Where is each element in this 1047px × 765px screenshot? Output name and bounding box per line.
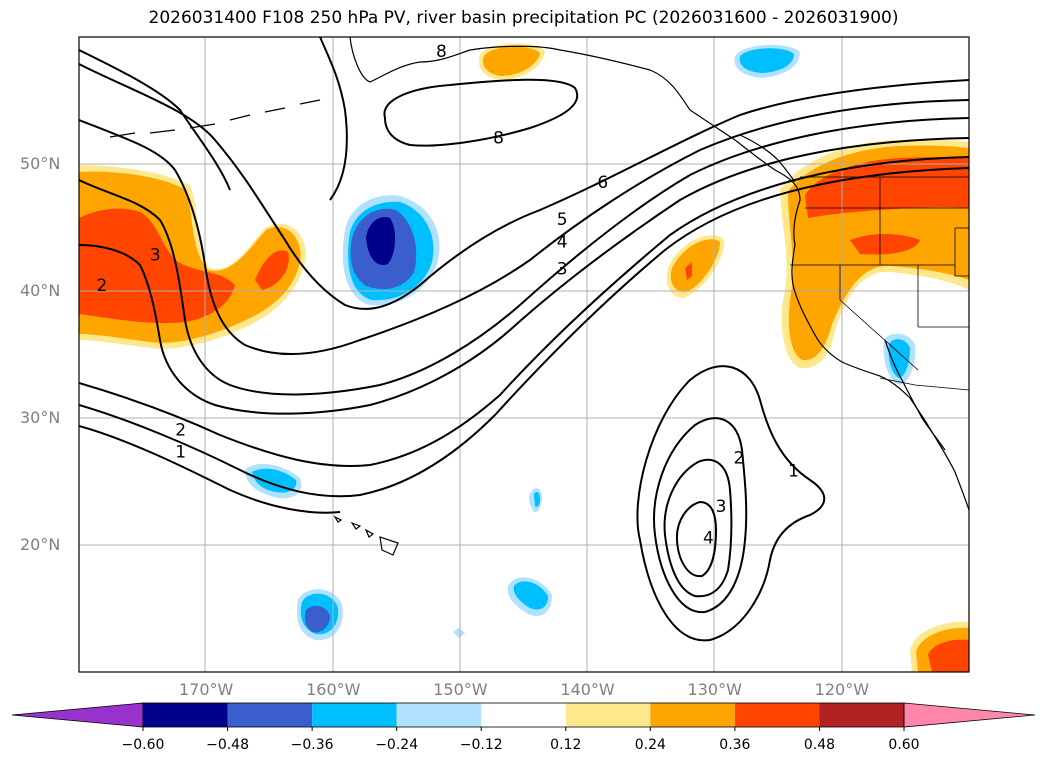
contour-2-south (653, 417, 748, 614)
plot-area (79, 37, 969, 672)
colorbar-tick-label: 0.48 (803, 737, 836, 753)
lon-label: 150°W (433, 680, 488, 699)
colorbar-box (734, 703, 820, 727)
contour-label: 6 (597, 173, 608, 193)
contour-1b (79, 425, 341, 514)
colorbar-tick-label: 0.12 (550, 737, 582, 753)
shade-positive-coast-red (805, 157, 969, 218)
colorbar-box (650, 703, 735, 727)
contour-label: 1 (175, 442, 186, 462)
colorbar-tick-label: −0.24 (375, 737, 419, 753)
contour-label: 3 (557, 259, 568, 279)
contour-label: 1 (788, 461, 799, 481)
lat-label: 40°N (20, 281, 61, 300)
contour-4 (79, 117, 969, 396)
shade-positive-coast-red2 (850, 234, 920, 255)
colorbar-tick-label: 0.24 (634, 737, 666, 753)
contour-8-west (79, 49, 231, 191)
colorbar-tick-label: 0.36 (719, 737, 751, 753)
plot-border (78, 36, 970, 673)
contour-1 (79, 167, 969, 498)
border-co-wy (954, 227, 969, 277)
contour-2 (79, 156, 969, 467)
lon-label: 140°W (560, 680, 615, 699)
shade-positive-west-red (79, 208, 235, 324)
colorbar-box (396, 703, 482, 727)
colorbar-tick-label: −0.60 (121, 737, 165, 753)
shade-negative-small-2c (304, 606, 330, 633)
contour-label: 4 (557, 233, 568, 253)
colorbar-box (143, 703, 228, 727)
contour-6 (79, 63, 969, 310)
contour-label: 8 (436, 42, 447, 62)
shade-negative-small-5 (453, 628, 465, 638)
contour-label: 2 (96, 276, 107, 296)
shade-negative-small-1b (252, 468, 297, 493)
contour-4-south (675, 500, 718, 578)
contour-8-north (319, 37, 348, 201)
lon-label: 160°W (306, 680, 361, 699)
colorbar (11, 702, 1036, 731)
shade-negative-small-4b (534, 492, 540, 507)
pv-contours (79, 37, 969, 642)
coastline-baja (884, 339, 946, 451)
shade-positive-mid-c (685, 262, 692, 280)
lon-label: 130°W (687, 680, 742, 699)
colorbar-tick-label: −0.48 (206, 737, 249, 753)
contour-label: 3 (716, 497, 727, 517)
contour-label: 4 (703, 529, 714, 549)
contour-1-south (636, 365, 826, 642)
lat-label: 20°N (20, 535, 61, 554)
political-borders (790, 176, 969, 391)
coastline-vancouver-island (739, 134, 796, 183)
colorbar-tick-label: 0.60 (888, 737, 920, 753)
colorbar-outline (142, 702, 905, 728)
lat-label: 50°N (20, 154, 61, 173)
colorbar-box (565, 703, 651, 727)
contour-8-closed (383, 78, 579, 147)
coastline-alaska-islands (109, 99, 321, 138)
colorbar-arrow-right (903, 702, 1036, 728)
coastline-north-america (349, 37, 969, 511)
contour-label: 2 (733, 449, 744, 469)
shade-negative-central-navy (366, 216, 396, 265)
contour-label: 2 (175, 421, 186, 441)
shade-positive-se-c (928, 639, 969, 672)
coastlines (109, 37, 969, 556)
contour-3 (79, 137, 969, 415)
lat-label: 30°N (20, 408, 61, 427)
gridlines (79, 37, 969, 672)
border-ca-nv (839, 265, 919, 371)
colorbar-box (227, 703, 313, 727)
precip-shading (79, 43, 969, 672)
colorbar-tick-label: −0.12 (459, 737, 503, 753)
shade-positive-north-b (482, 46, 540, 76)
lon-label: 170°W (178, 680, 234, 699)
shade-positive-west-red2 (255, 250, 289, 290)
map-title: 2026031400 F108 250 hPa PV, river basin … (148, 8, 899, 28)
contour-3-south (663, 458, 733, 598)
colorbar-box (819, 703, 904, 727)
colorbar-tick-label: −0.36 (290, 737, 334, 753)
lon-label: 120°W (814, 680, 870, 699)
contour-label: 5 (557, 210, 568, 230)
colorbar-box (481, 703, 566, 727)
contour-5 (79, 99, 969, 356)
colorbar-box (312, 703, 397, 727)
contour-label: 3 (150, 245, 161, 265)
colorbar-arrow-left (11, 702, 144, 728)
shade-positive-mid-b (670, 239, 720, 292)
contour-label: 8 (493, 129, 504, 149)
shade-negative-north-b (739, 48, 794, 73)
shade-negative-small-3b (513, 581, 548, 610)
border-us-mexico (879, 377, 969, 391)
hawaii-islands (333, 515, 399, 556)
